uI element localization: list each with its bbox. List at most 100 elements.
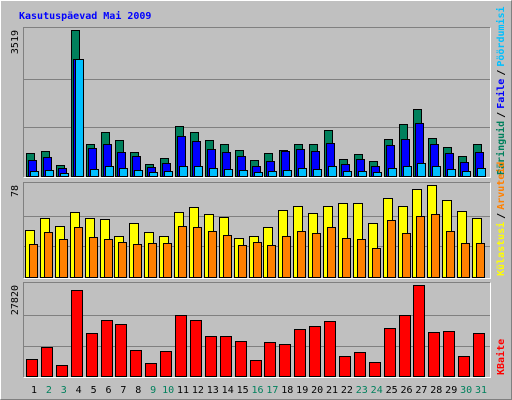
bar	[71, 290, 83, 377]
bar	[283, 170, 292, 177]
x-tick-label: 3	[61, 385, 67, 396]
bar	[104, 239, 113, 278]
bar	[328, 166, 337, 177]
bar	[294, 329, 306, 377]
x-tick-label: 7	[120, 385, 126, 396]
bar	[105, 166, 114, 177]
bar	[373, 172, 382, 177]
y-tick-label: 3519	[10, 30, 21, 54]
bar	[327, 227, 336, 278]
bar	[354, 352, 366, 377]
x-tick-label: 5	[91, 385, 97, 396]
bar	[403, 166, 412, 177]
bar	[264, 342, 276, 377]
bar	[387, 220, 396, 278]
chart-title: Kasutuspäevad Mai 2009	[19, 10, 151, 22]
bar	[357, 239, 366, 278]
bar	[313, 169, 322, 177]
x-tick-label: 29	[445, 385, 457, 396]
bar	[149, 172, 158, 177]
bar	[133, 244, 142, 278]
bar	[164, 171, 173, 177]
bar	[447, 169, 456, 177]
y-tick-label: 78	[10, 185, 21, 197]
bar	[297, 231, 306, 278]
bar	[118, 242, 127, 278]
x-tick-label: 26	[400, 385, 412, 396]
bar	[458, 356, 470, 377]
x-tick-label: 27	[415, 385, 427, 396]
bar	[209, 168, 218, 177]
x-tick-label: 17	[266, 385, 278, 396]
bar	[309, 326, 321, 377]
x-tick-label: 15	[237, 385, 249, 396]
bar	[339, 356, 351, 377]
bar	[75, 59, 84, 177]
bar	[130, 350, 142, 377]
bar	[358, 171, 367, 177]
bar	[413, 285, 425, 377]
bar	[282, 236, 291, 278]
legend-entry: Faile	[495, 79, 507, 109]
bar	[90, 169, 99, 177]
bar	[343, 171, 352, 177]
bar	[473, 333, 485, 377]
legend-separator: /	[496, 112, 507, 118]
x-tick-label: 25	[386, 385, 398, 396]
x-tick-label: 28	[430, 385, 442, 396]
x-tick-label: 23	[356, 385, 368, 396]
x-tick-label: 4	[76, 385, 82, 396]
bar	[224, 169, 233, 177]
bar	[267, 245, 276, 278]
bar	[443, 331, 455, 377]
bar	[432, 166, 441, 177]
bar	[134, 170, 143, 177]
bar	[205, 336, 217, 377]
bar	[163, 243, 172, 278]
bar	[402, 233, 411, 278]
x-tick-label: 30	[460, 385, 472, 396]
bar	[60, 173, 69, 177]
x-tick-label: 31	[475, 385, 487, 396]
x-tick-label: 11	[177, 385, 189, 396]
y-tick-label: 27820	[10, 285, 21, 315]
bar	[298, 168, 307, 177]
legend-separator: /	[496, 213, 507, 219]
x-tick-label: 1	[31, 385, 37, 396]
bar	[431, 214, 440, 278]
x-tick-label: 22	[341, 385, 353, 396]
bar	[279, 344, 291, 377]
x-tick-label: 8	[135, 385, 141, 396]
bar	[342, 238, 351, 278]
bar	[115, 324, 127, 377]
x-tick-label: 24	[371, 385, 383, 396]
bar	[253, 242, 262, 278]
bar	[178, 226, 187, 278]
bar	[476, 243, 485, 278]
bar	[462, 171, 471, 177]
bar	[268, 171, 277, 177]
bar	[254, 172, 263, 177]
bar	[384, 328, 396, 377]
bar	[220, 336, 232, 377]
legend-entry: KBaite	[495, 339, 507, 375]
bar	[208, 231, 217, 278]
bar	[446, 231, 455, 278]
bar	[44, 232, 53, 278]
bar	[41, 347, 53, 377]
panel-frame-light	[23, 182, 491, 279]
x-tick-label: 16	[251, 385, 263, 396]
bar	[312, 233, 321, 278]
panel-frame-dark	[23, 182, 491, 279]
bar	[190, 320, 202, 377]
bar	[369, 362, 381, 377]
bar	[399, 315, 411, 377]
legend: Päringuid / Faile / Pöördumisi	[495, 6, 507, 175]
bar	[238, 245, 247, 278]
x-tick-label: 19	[296, 385, 308, 396]
bar	[101, 320, 113, 377]
bar	[194, 166, 203, 177]
x-tick-label: 2	[46, 385, 52, 396]
